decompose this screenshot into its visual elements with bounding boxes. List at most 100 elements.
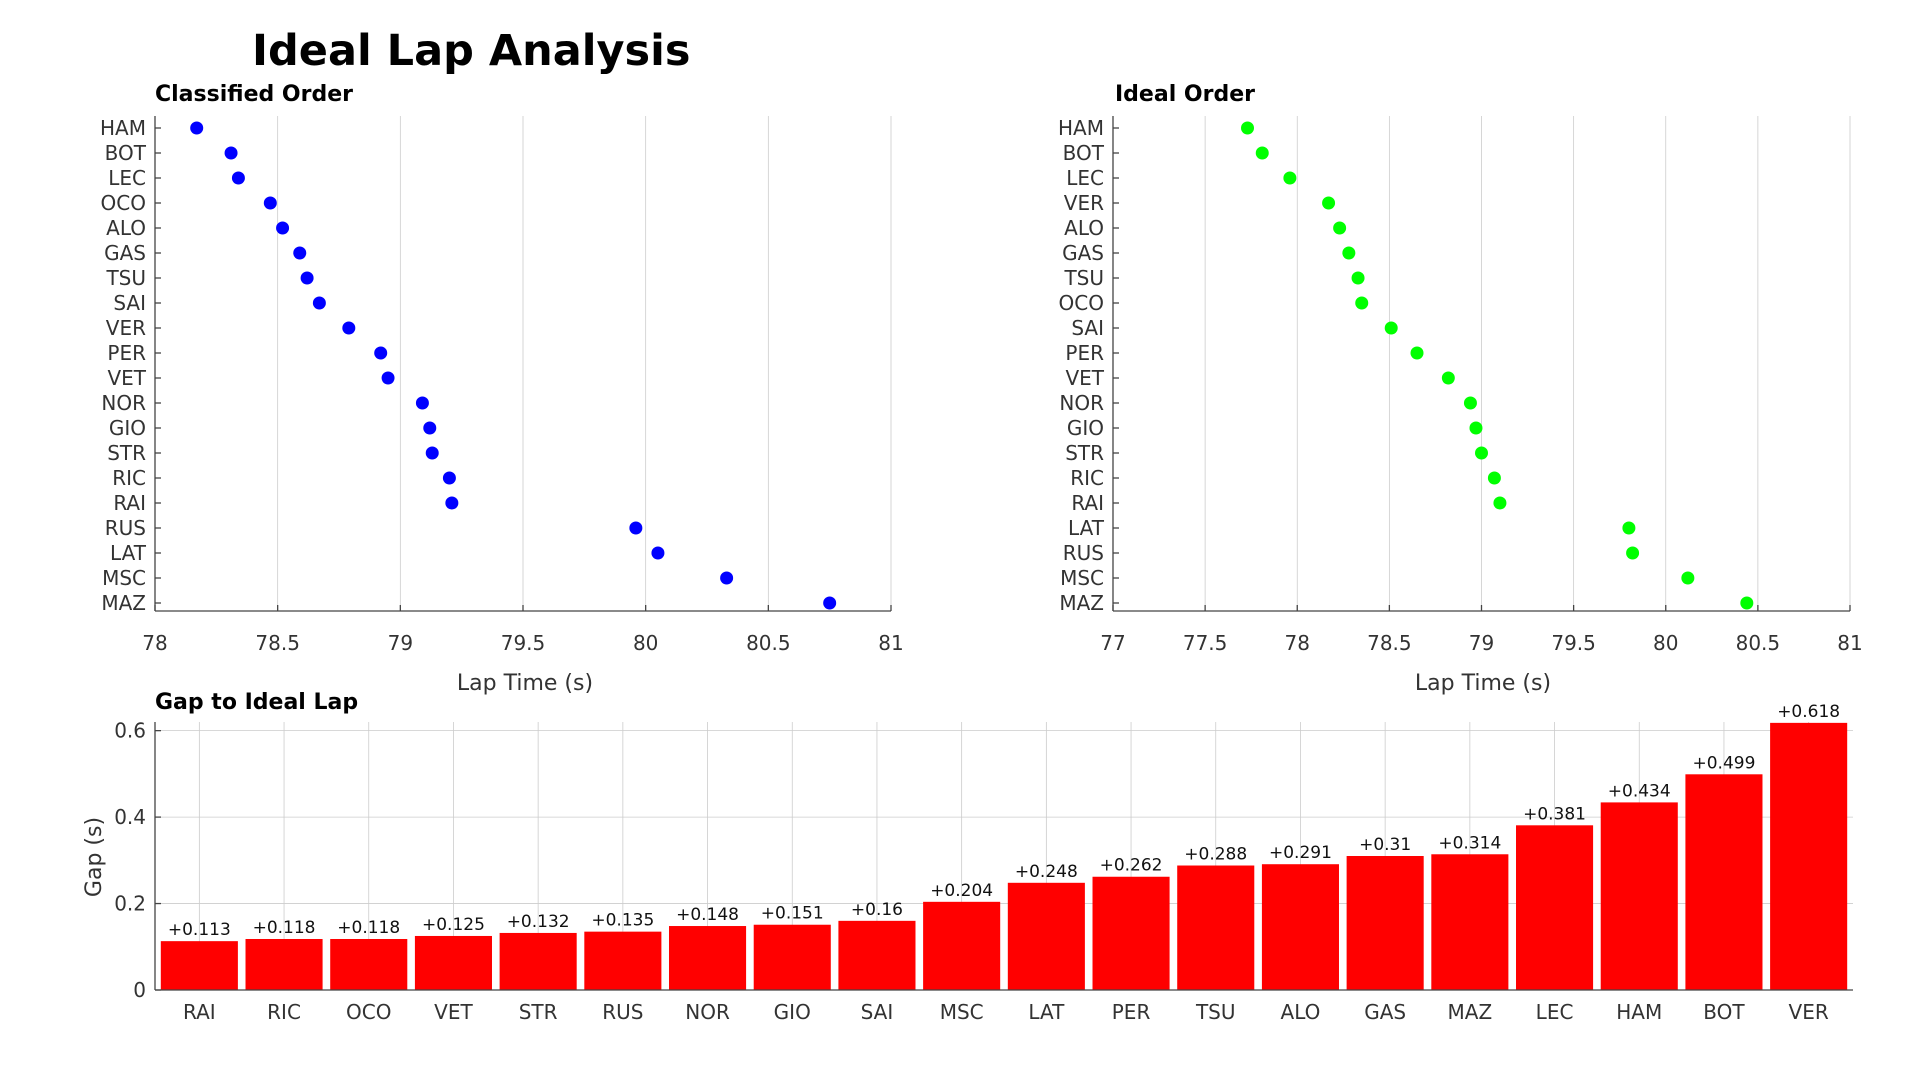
ideal-category-label: GIO — [1067, 416, 1104, 440]
classified-category-label: MSC — [102, 566, 146, 590]
gap-bar — [923, 901, 1001, 990]
classified-category-label: SAI — [113, 291, 146, 315]
ideal-category-label: PER — [1065, 341, 1104, 365]
ideal-point — [1487, 471, 1501, 485]
ideal-x-tick-label: 78.5 — [1367, 631, 1412, 655]
ideal-category-label: ALO — [1064, 216, 1104, 240]
gap-bar-label: +0.499 — [1692, 753, 1755, 773]
ideal-point — [1475, 446, 1488, 460]
ideal-x-tick-label: 81 — [1837, 631, 1862, 655]
gap-bar — [669, 926, 747, 990]
gap-bar-label: +0.31 — [1359, 835, 1411, 855]
ideal-category-label: NOR — [1059, 391, 1104, 415]
gap-bar-label: +0.125 — [422, 915, 485, 935]
ideal-point — [1283, 171, 1297, 185]
gap-bar — [584, 931, 662, 990]
gap-bar-label: +0.204 — [930, 881, 993, 901]
gap-bar — [160, 941, 238, 990]
gap-category-label: HAM — [1616, 1000, 1662, 1024]
ideal-x-tick-label: 78 — [1285, 631, 1310, 655]
gap-bar — [753, 924, 831, 990]
classified-point — [629, 521, 643, 535]
classified-point — [823, 596, 837, 610]
gap-bar-label: +0.118 — [337, 918, 400, 938]
gap-bar — [838, 920, 916, 990]
ideal-category-label: RIC — [1070, 466, 1104, 490]
gap-bar — [1685, 774, 1763, 990]
ideal-point — [1622, 521, 1636, 535]
gap-to-ideal-title: Gap to Ideal Lap — [155, 690, 358, 715]
ideal-point — [1493, 496, 1507, 510]
gap-bar — [1092, 876, 1170, 990]
gap-bar-label: +0.291 — [1269, 843, 1332, 863]
ideal-point — [1626, 546, 1640, 560]
classified-category-label: VET — [107, 366, 146, 390]
classified-category-label: NOR — [101, 391, 146, 415]
gap-bar-label: +0.132 — [507, 912, 570, 932]
classified-point — [312, 296, 326, 310]
classified-point — [374, 346, 388, 360]
figure-title: Ideal Lap Analysis — [252, 26, 690, 76]
gap-bar — [1600, 802, 1678, 990]
ideal-point — [1255, 146, 1269, 160]
ideal-x-tick-label: 77 — [1100, 631, 1125, 655]
gap-bar-label: +0.314 — [1438, 833, 1501, 853]
gap-bar-label: +0.151 — [761, 904, 824, 924]
gap-bar-label: +0.262 — [1100, 856, 1163, 876]
gap-bar-label: +0.118 — [253, 918, 316, 938]
classified-category-label: GAS — [104, 241, 146, 265]
ideal-category-label: MAZ — [1059, 591, 1104, 615]
classified-category-label: RAI — [113, 491, 146, 515]
classified-point — [720, 571, 734, 585]
gap-bar — [1007, 882, 1085, 990]
classified-category-label: ALO — [106, 216, 146, 240]
ideal-category-label: MSC — [1060, 566, 1104, 590]
classified-category-label: LEC — [108, 166, 146, 190]
ideal-point — [1740, 596, 1754, 610]
gap-bar-label: +0.16 — [851, 900, 903, 920]
ideal-x-tick-label: 79 — [1469, 631, 1494, 655]
classified-category-label: OCO — [101, 191, 146, 215]
gap-y-tick-label: 0.6 — [114, 719, 146, 743]
classified-point — [300, 271, 314, 285]
ideal-point — [1681, 571, 1695, 585]
gap-bar — [1431, 854, 1509, 990]
gap-bar-label: +0.148 — [676, 905, 739, 925]
classified-x-tick-label: 81 — [878, 631, 903, 655]
gap-category-label: LAT — [1028, 1000, 1065, 1024]
ideal-category-label: OCO — [1059, 291, 1104, 315]
ideal-point — [1469, 421, 1483, 435]
gap-category-label: TSU — [1195, 1000, 1236, 1024]
ideal-category-label: SAI — [1071, 316, 1104, 340]
gap-bar — [1770, 722, 1848, 990]
gap-to-ideal-ylabel: Gap (s) — [82, 817, 107, 897]
gap-category-label: ALO — [1281, 1000, 1321, 1024]
gap-category-label: LEC — [1536, 1000, 1574, 1024]
ideal-point — [1441, 371, 1455, 385]
gap-y-tick-label: 0.4 — [114, 805, 146, 829]
gap-y-tick-label: 0 — [133, 978, 146, 1002]
gap-category-label: PER — [1112, 1000, 1151, 1024]
classified-order-chart: Classified Order Lap Time (s) 78 78.5 79 79… — [100, 82, 904, 696]
classified-point — [425, 446, 439, 460]
classified-point — [190, 121, 204, 135]
ideal-order-chart: Ideal Order Lap Time (s) 77 77.5 78 78.5 79 7… — [1058, 82, 1863, 696]
gap-bar-label: +0.248 — [1015, 862, 1078, 882]
gap-bar — [414, 935, 492, 990]
ideal-category-label: HAM — [1058, 116, 1104, 140]
classified-point — [423, 421, 437, 435]
gap-bar — [1261, 864, 1339, 990]
gap-category-label: STR — [519, 1000, 558, 1024]
ideal-point — [1241, 121, 1255, 135]
gap-category-label: VET — [434, 1000, 473, 1024]
gap-category-label: OCO — [346, 1000, 391, 1024]
classified-category-label: HAM — [100, 116, 146, 140]
gap-y-tick-label: 0.2 — [114, 892, 146, 916]
ideal-category-label: STR — [1065, 441, 1104, 465]
classified-category-label: MAZ — [101, 591, 146, 615]
classified-category-label: VER — [106, 316, 146, 340]
classified-x-tick-label: 80.5 — [746, 631, 791, 655]
gap-category-label: GIO — [774, 1000, 811, 1024]
classified-order-xlabel: Lap Time (s) — [457, 671, 593, 696]
